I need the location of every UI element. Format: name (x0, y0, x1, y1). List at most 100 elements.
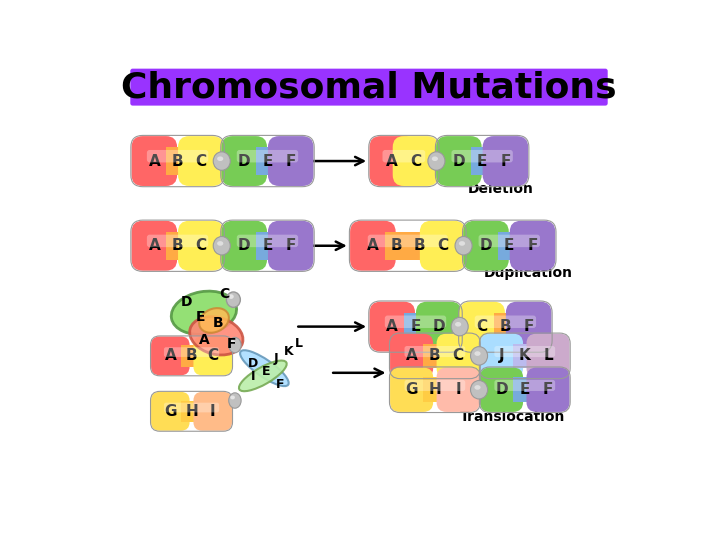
Ellipse shape (229, 338, 241, 353)
FancyBboxPatch shape (436, 368, 480, 412)
Bar (498, 232, 522, 260)
FancyBboxPatch shape (164, 403, 219, 413)
Ellipse shape (226, 292, 240, 307)
Text: E: E (410, 319, 420, 334)
Text: B: B (212, 316, 223, 330)
Text: G: G (164, 404, 176, 419)
Text: I: I (251, 370, 255, 383)
FancyBboxPatch shape (194, 392, 232, 431)
FancyBboxPatch shape (194, 336, 232, 375)
Text: C: C (207, 348, 218, 363)
Text: C: C (195, 153, 207, 168)
Ellipse shape (471, 381, 487, 399)
FancyBboxPatch shape (178, 136, 224, 186)
FancyBboxPatch shape (132, 136, 177, 186)
Ellipse shape (474, 385, 481, 390)
FancyBboxPatch shape (147, 235, 208, 247)
FancyBboxPatch shape (151, 336, 189, 375)
FancyBboxPatch shape (416, 302, 462, 352)
Bar (166, 147, 190, 175)
FancyBboxPatch shape (459, 302, 505, 352)
FancyBboxPatch shape (222, 136, 267, 186)
Text: J: J (499, 348, 504, 363)
Text: J: J (274, 353, 279, 366)
Ellipse shape (213, 237, 230, 255)
Text: B: B (390, 238, 402, 253)
Text: D: D (433, 319, 445, 334)
FancyBboxPatch shape (495, 380, 555, 391)
FancyBboxPatch shape (479, 235, 540, 247)
Text: E: E (262, 238, 273, 253)
Text: L: L (543, 348, 553, 363)
Ellipse shape (199, 308, 229, 333)
FancyBboxPatch shape (237, 150, 298, 163)
Bar (423, 377, 447, 402)
Text: Translocation: Translocation (459, 410, 565, 424)
FancyBboxPatch shape (384, 315, 446, 328)
Ellipse shape (428, 152, 445, 170)
Text: E: E (504, 238, 515, 253)
Text: A: A (164, 348, 176, 363)
FancyBboxPatch shape (178, 221, 224, 271)
Bar (423, 343, 447, 368)
Bar (513, 377, 537, 402)
Text: Duplication: Duplication (483, 266, 572, 280)
FancyBboxPatch shape (506, 302, 552, 352)
FancyBboxPatch shape (268, 221, 313, 271)
Text: D: D (238, 153, 251, 168)
FancyBboxPatch shape (495, 346, 555, 357)
Text: H: H (185, 404, 198, 419)
Text: F: F (286, 153, 296, 168)
FancyBboxPatch shape (405, 380, 465, 391)
Text: F: F (527, 238, 538, 253)
FancyBboxPatch shape (151, 392, 189, 431)
Text: C: C (219, 287, 229, 301)
Text: Chromosomal Mutations: Chromosomal Mutations (121, 70, 617, 104)
Text: I: I (455, 382, 461, 397)
Text: E: E (477, 153, 487, 168)
Bar (404, 313, 428, 340)
Text: B: B (500, 319, 511, 334)
Text: B: B (172, 238, 184, 253)
Bar (494, 313, 518, 340)
FancyBboxPatch shape (510, 221, 555, 271)
FancyBboxPatch shape (369, 302, 415, 352)
Text: C: C (453, 348, 464, 363)
FancyBboxPatch shape (480, 368, 523, 412)
Text: K: K (519, 348, 531, 363)
Text: H: H (428, 382, 441, 397)
Text: Deletion: Deletion (468, 182, 534, 196)
FancyBboxPatch shape (222, 221, 267, 271)
Ellipse shape (217, 241, 223, 246)
Bar (166, 232, 190, 260)
Text: A: A (367, 238, 379, 253)
Text: D: D (453, 153, 465, 168)
Ellipse shape (432, 157, 438, 161)
FancyBboxPatch shape (463, 221, 509, 271)
Ellipse shape (213, 152, 230, 170)
Ellipse shape (455, 237, 472, 255)
Text: A: A (387, 153, 398, 168)
Text: A: A (148, 238, 160, 253)
FancyBboxPatch shape (480, 334, 523, 378)
Ellipse shape (239, 361, 287, 391)
FancyBboxPatch shape (390, 334, 433, 378)
Text: F: F (543, 382, 553, 397)
Ellipse shape (230, 340, 235, 344)
Text: C: C (477, 319, 487, 334)
Bar (256, 147, 280, 175)
Bar (256, 232, 280, 260)
Text: B: B (413, 238, 426, 253)
Text: E: E (262, 153, 273, 168)
Bar (181, 401, 203, 422)
Ellipse shape (474, 351, 481, 356)
FancyBboxPatch shape (526, 368, 570, 412)
Text: Inversion: Inversion (464, 347, 537, 361)
Text: A: A (387, 319, 398, 334)
Ellipse shape (217, 157, 223, 161)
Bar (384, 232, 408, 260)
Text: F: F (227, 336, 237, 350)
Ellipse shape (171, 291, 237, 334)
Text: D: D (238, 238, 251, 253)
FancyBboxPatch shape (130, 69, 608, 106)
